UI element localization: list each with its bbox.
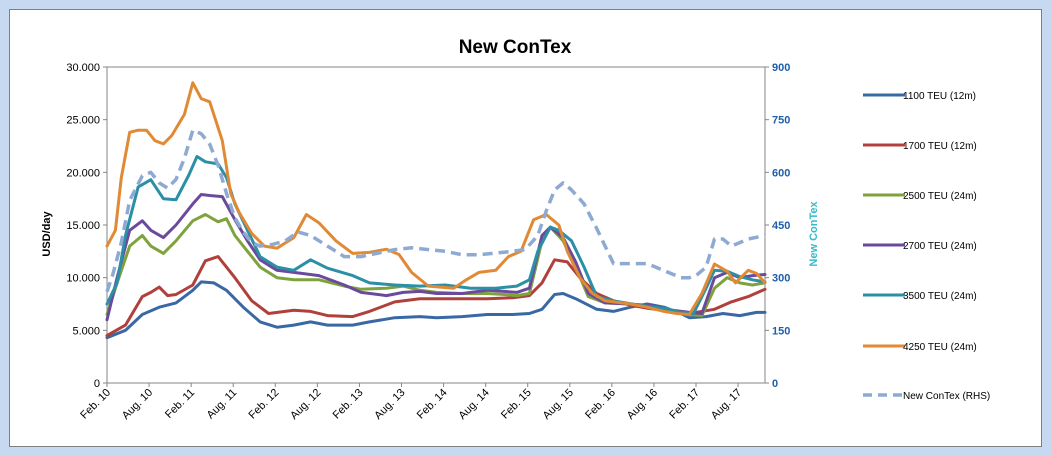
x-tick-label: Feb. 16	[583, 387, 618, 422]
chart-svg: New ConTex 0 5.000 10.000 15.000 20.000 25.00…	[41, 37, 990, 422]
x-tick-label: Aug. 10	[120, 387, 155, 422]
y-tick-label: 10.000	[66, 273, 100, 285]
plot-border	[106, 66, 766, 384]
legend-label: 3500 TEU (24m)	[903, 291, 977, 302]
x-tick-label: Feb. 10	[78, 387, 113, 422]
y2-tick-label: 150	[772, 325, 790, 337]
y2-tick-label: 0	[772, 378, 778, 390]
y-tick-label: 25.000	[66, 115, 100, 127]
legend-label: New ConTex (RHS)	[903, 391, 990, 402]
legend-label: 2700 TEU (24m)	[903, 241, 977, 252]
y-tick-label: 0	[94, 378, 100, 390]
x-tick-label: Feb. 12	[247, 387, 282, 422]
x-tick-label: Aug. 13	[372, 387, 407, 422]
x-axis: Feb. 10 Aug. 10 Feb. 11 Aug. 11 Feb. 12 Aug. …	[78, 383, 744, 422]
x-tick-label: Aug. 12	[288, 387, 323, 422]
y2-axis-label: New ConTex	[808, 201, 820, 267]
series-line-5	[105, 81, 767, 316]
legend-label: 2500 TEU (24m)	[903, 191, 977, 202]
y2-tick-label: 450	[772, 220, 790, 232]
y-axis-left: 0 5.000 10.000 15.000 20.000 25.000 30.000	[66, 62, 107, 390]
legend-label: 1100 TEU (12m)	[903, 91, 976, 102]
y2-tick-label: 900	[772, 62, 790, 74]
x-tick-label: Feb. 13	[331, 387, 366, 422]
y2-tick-label: 750	[772, 115, 790, 127]
legend-label: 1700 TEU (12m)	[903, 141, 977, 152]
x-tick-label: Aug. 17	[709, 387, 744, 422]
y-tick-label: 5.000	[72, 325, 100, 337]
series-line-6	[105, 128, 766, 293]
x-tick-label: Aug. 14	[456, 387, 491, 422]
y2-tick-label: 300	[772, 273, 790, 285]
plot-area	[106, 66, 766, 384]
series-line-4	[105, 155, 767, 315]
x-tick-label: Aug. 11	[205, 387, 240, 422]
series-line-1	[105, 255, 767, 338]
y-axis-label: USD/day	[41, 211, 53, 257]
x-tick-label: Feb. 15	[499, 387, 534, 422]
x-tick-label: Aug. 16	[625, 387, 660, 422]
y2-tick-label: 600	[772, 167, 790, 179]
chart-panel: New ConTex 0 5.000 10.000 15.000 20.000 25.00…	[9, 9, 1042, 447]
y-tick-label: 30.000	[66, 62, 100, 74]
chart-title: New ConTex	[459, 37, 572, 58]
x-tick-label: Feb. 11	[163, 387, 197, 421]
series-lines	[105, 81, 767, 340]
y-axis-right: 0 150 300 450 600 750 900	[765, 62, 790, 390]
series-line-2	[105, 213, 767, 318]
x-tick-label: Feb. 14	[415, 387, 450, 422]
x-tick-label: Feb. 17	[667, 387, 702, 422]
legend: 1100 TEU (12m) 1700 TEU (12m) 2500 TEU (24…	[863, 91, 990, 402]
x-tick-label: Aug. 15	[541, 387, 576, 422]
legend-label: 4250 TEU (24m)	[903, 342, 977, 353]
y-tick-label: 20.000	[66, 167, 100, 179]
y-tick-label: 15.000	[66, 220, 100, 232]
